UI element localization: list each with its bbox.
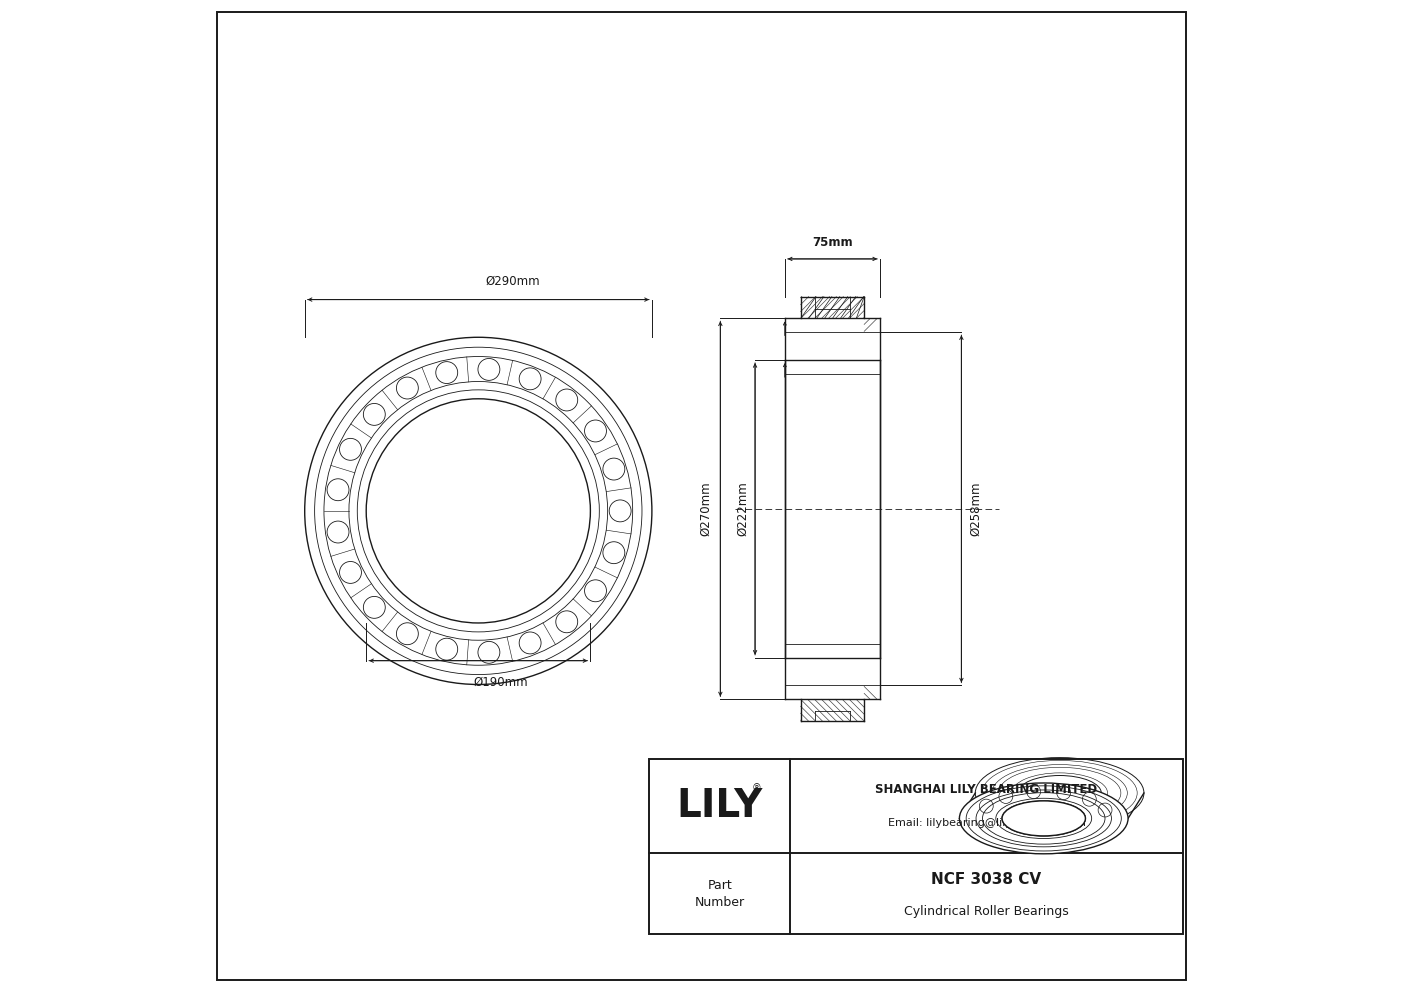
Ellipse shape — [1002, 801, 1086, 836]
Text: Ø290mm: Ø290mm — [485, 275, 540, 288]
Ellipse shape — [976, 790, 1111, 847]
Ellipse shape — [967, 786, 1121, 851]
Text: NCF 3038 CV: NCF 3038 CV — [932, 872, 1041, 887]
Text: Cylindrical Roller Bearings: Cylindrical Roller Bearings — [904, 905, 1069, 919]
Ellipse shape — [960, 783, 1128, 854]
Ellipse shape — [1002, 801, 1086, 836]
Text: SHANGHAI LILY BEARING LIMITED: SHANGHAI LILY BEARING LIMITED — [875, 783, 1097, 796]
Text: Ø258mm: Ø258mm — [969, 482, 982, 536]
Ellipse shape — [982, 793, 1106, 844]
Text: Ø222mm: Ø222mm — [737, 481, 749, 537]
Text: Ø270mm: Ø270mm — [700, 481, 713, 537]
Text: ®: ® — [752, 783, 762, 794]
Bar — [650, 759, 1183, 934]
Text: Email: lilybearing@lily-bearing.com: Email: lilybearing@lily-bearing.com — [888, 818, 1086, 828]
Text: Part
Number: Part Number — [694, 879, 745, 909]
Text: 75mm: 75mm — [812, 236, 853, 249]
Text: Ø190mm: Ø190mm — [473, 676, 528, 688]
Text: LILY: LILY — [676, 787, 763, 825]
Ellipse shape — [996, 799, 1092, 838]
